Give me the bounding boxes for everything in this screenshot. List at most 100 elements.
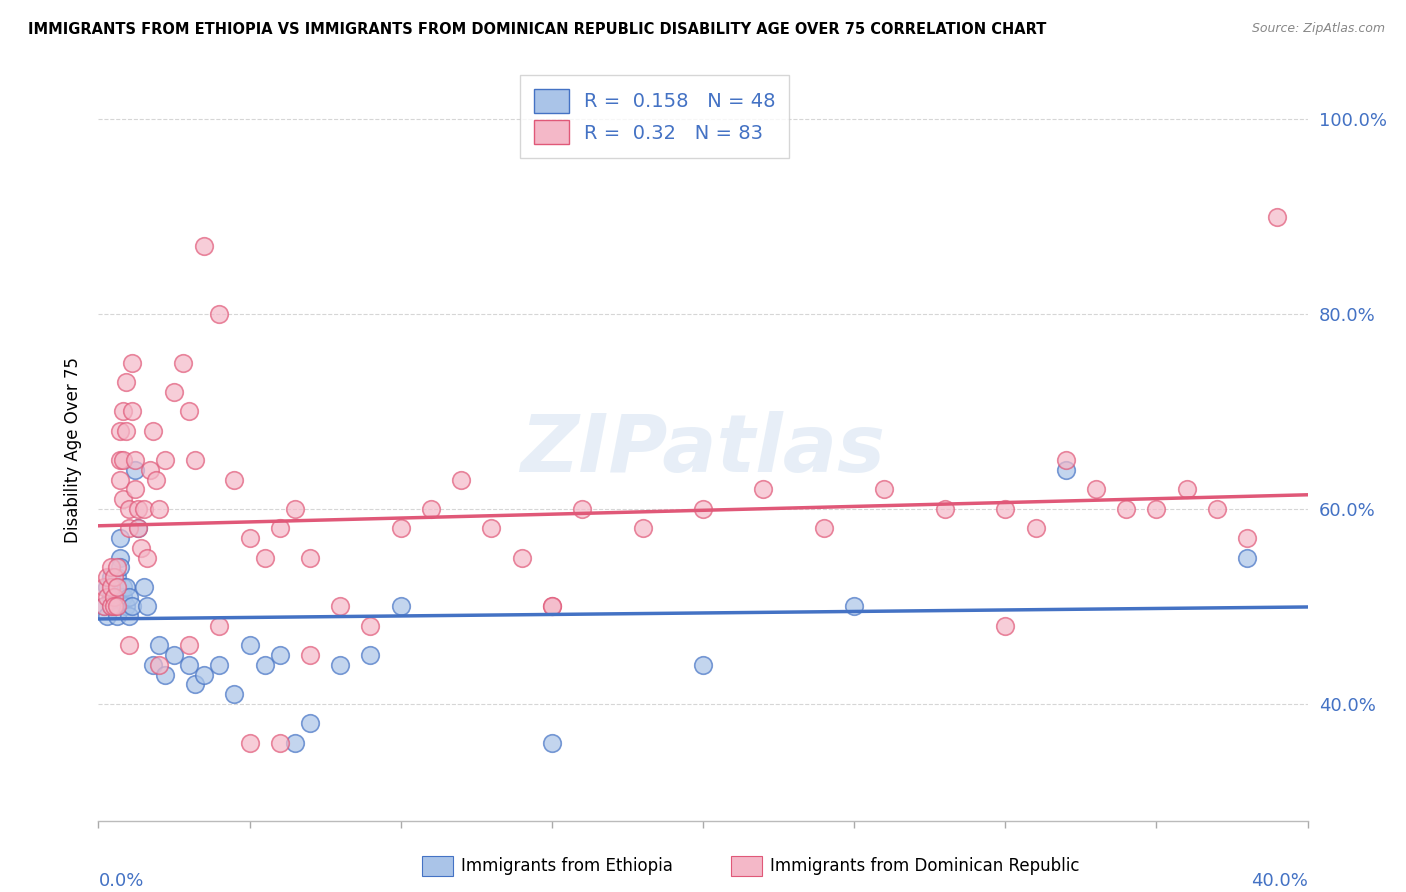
Point: [118, 502, 141, 516]
Point: [1115, 502, 1137, 516]
Point: [994, 619, 1017, 633]
Point: [114, 580, 136, 594]
Point: [844, 599, 866, 614]
Point: [105, 590, 128, 604]
Point: [118, 609, 141, 624]
Point: [752, 483, 775, 497]
Point: [179, 657, 201, 672]
Point: [450, 473, 472, 487]
Point: [873, 483, 896, 497]
Point: [118, 638, 141, 652]
Point: [124, 463, 146, 477]
Point: [132, 502, 155, 516]
Point: [540, 599, 562, 614]
Point: [389, 599, 412, 614]
Point: [224, 687, 246, 701]
Point: [540, 599, 562, 614]
Point: [571, 502, 593, 516]
Point: [1267, 210, 1289, 224]
Point: [184, 677, 207, 691]
Point: [208, 657, 231, 672]
Point: [540, 736, 562, 750]
Point: [253, 657, 276, 672]
Point: [135, 550, 157, 565]
Point: [1054, 463, 1077, 477]
Point: [284, 502, 307, 516]
Point: [631, 521, 654, 535]
Point: [163, 648, 186, 662]
Point: [163, 384, 186, 399]
Point: [135, 599, 157, 614]
Point: [153, 667, 176, 681]
Point: [148, 638, 170, 652]
Point: [121, 404, 143, 418]
Point: [127, 502, 149, 516]
Point: [121, 356, 143, 370]
Point: [105, 560, 128, 574]
Point: [114, 599, 136, 614]
Point: [329, 657, 352, 672]
Point: [93, 580, 115, 594]
Point: [253, 550, 276, 565]
Point: [118, 590, 141, 604]
Text: 0.0%: 0.0%: [98, 872, 143, 890]
Point: [224, 473, 246, 487]
Point: [111, 453, 134, 467]
Point: [360, 619, 382, 633]
Text: IMMIGRANTS FROM ETHIOPIA VS IMMIGRANTS FROM DOMINICAN REPUBLIC DISABILITY AGE OV: IMMIGRANTS FROM ETHIOPIA VS IMMIGRANTS F…: [28, 22, 1046, 37]
Point: [184, 453, 207, 467]
Point: [934, 502, 956, 516]
Point: [118, 521, 141, 535]
Point: [121, 599, 143, 614]
Point: [481, 521, 503, 535]
Point: [269, 521, 291, 535]
Point: [510, 550, 533, 565]
Point: [692, 502, 714, 516]
Point: [994, 502, 1017, 516]
Legend: R =  0.158   N = 48, R =  0.32   N = 83: R = 0.158 N = 48, R = 0.32 N = 83: [520, 75, 789, 158]
Point: [93, 599, 115, 614]
Point: [103, 580, 125, 594]
Point: [108, 473, 131, 487]
Point: [100, 570, 122, 584]
Point: [96, 580, 118, 594]
Point: [114, 424, 136, 438]
Point: [284, 736, 307, 750]
Point: [132, 580, 155, 594]
Point: [269, 648, 291, 662]
Point: [100, 599, 122, 614]
Point: [105, 570, 128, 584]
Point: [96, 590, 118, 604]
Point: [108, 550, 131, 565]
Y-axis label: Disability Age Over 75: Disability Age Over 75: [63, 358, 82, 543]
Point: [153, 453, 176, 467]
Point: [96, 570, 118, 584]
Point: [100, 590, 122, 604]
Point: [111, 580, 134, 594]
Point: [1175, 483, 1198, 497]
Point: [145, 473, 167, 487]
Point: [299, 648, 322, 662]
Point: [1054, 453, 1077, 467]
Point: [193, 667, 215, 681]
Point: [239, 638, 262, 652]
Point: [148, 502, 170, 516]
Text: Source: ZipAtlas.com: Source: ZipAtlas.com: [1251, 22, 1385, 36]
Point: [172, 356, 194, 370]
Point: [208, 307, 231, 321]
Point: [299, 550, 322, 565]
Point: [269, 736, 291, 750]
Point: [127, 521, 149, 535]
Text: 40.0%: 40.0%: [1251, 872, 1308, 890]
Point: [96, 609, 118, 624]
Point: [389, 521, 412, 535]
Point: [208, 619, 231, 633]
Point: [105, 580, 128, 594]
Point: [299, 716, 322, 731]
Point: [103, 599, 125, 614]
Point: [139, 463, 162, 477]
Point: [148, 657, 170, 672]
Point: [105, 599, 128, 614]
Text: Immigrants from Ethiopia: Immigrants from Ethiopia: [461, 857, 673, 875]
Point: [142, 424, 165, 438]
